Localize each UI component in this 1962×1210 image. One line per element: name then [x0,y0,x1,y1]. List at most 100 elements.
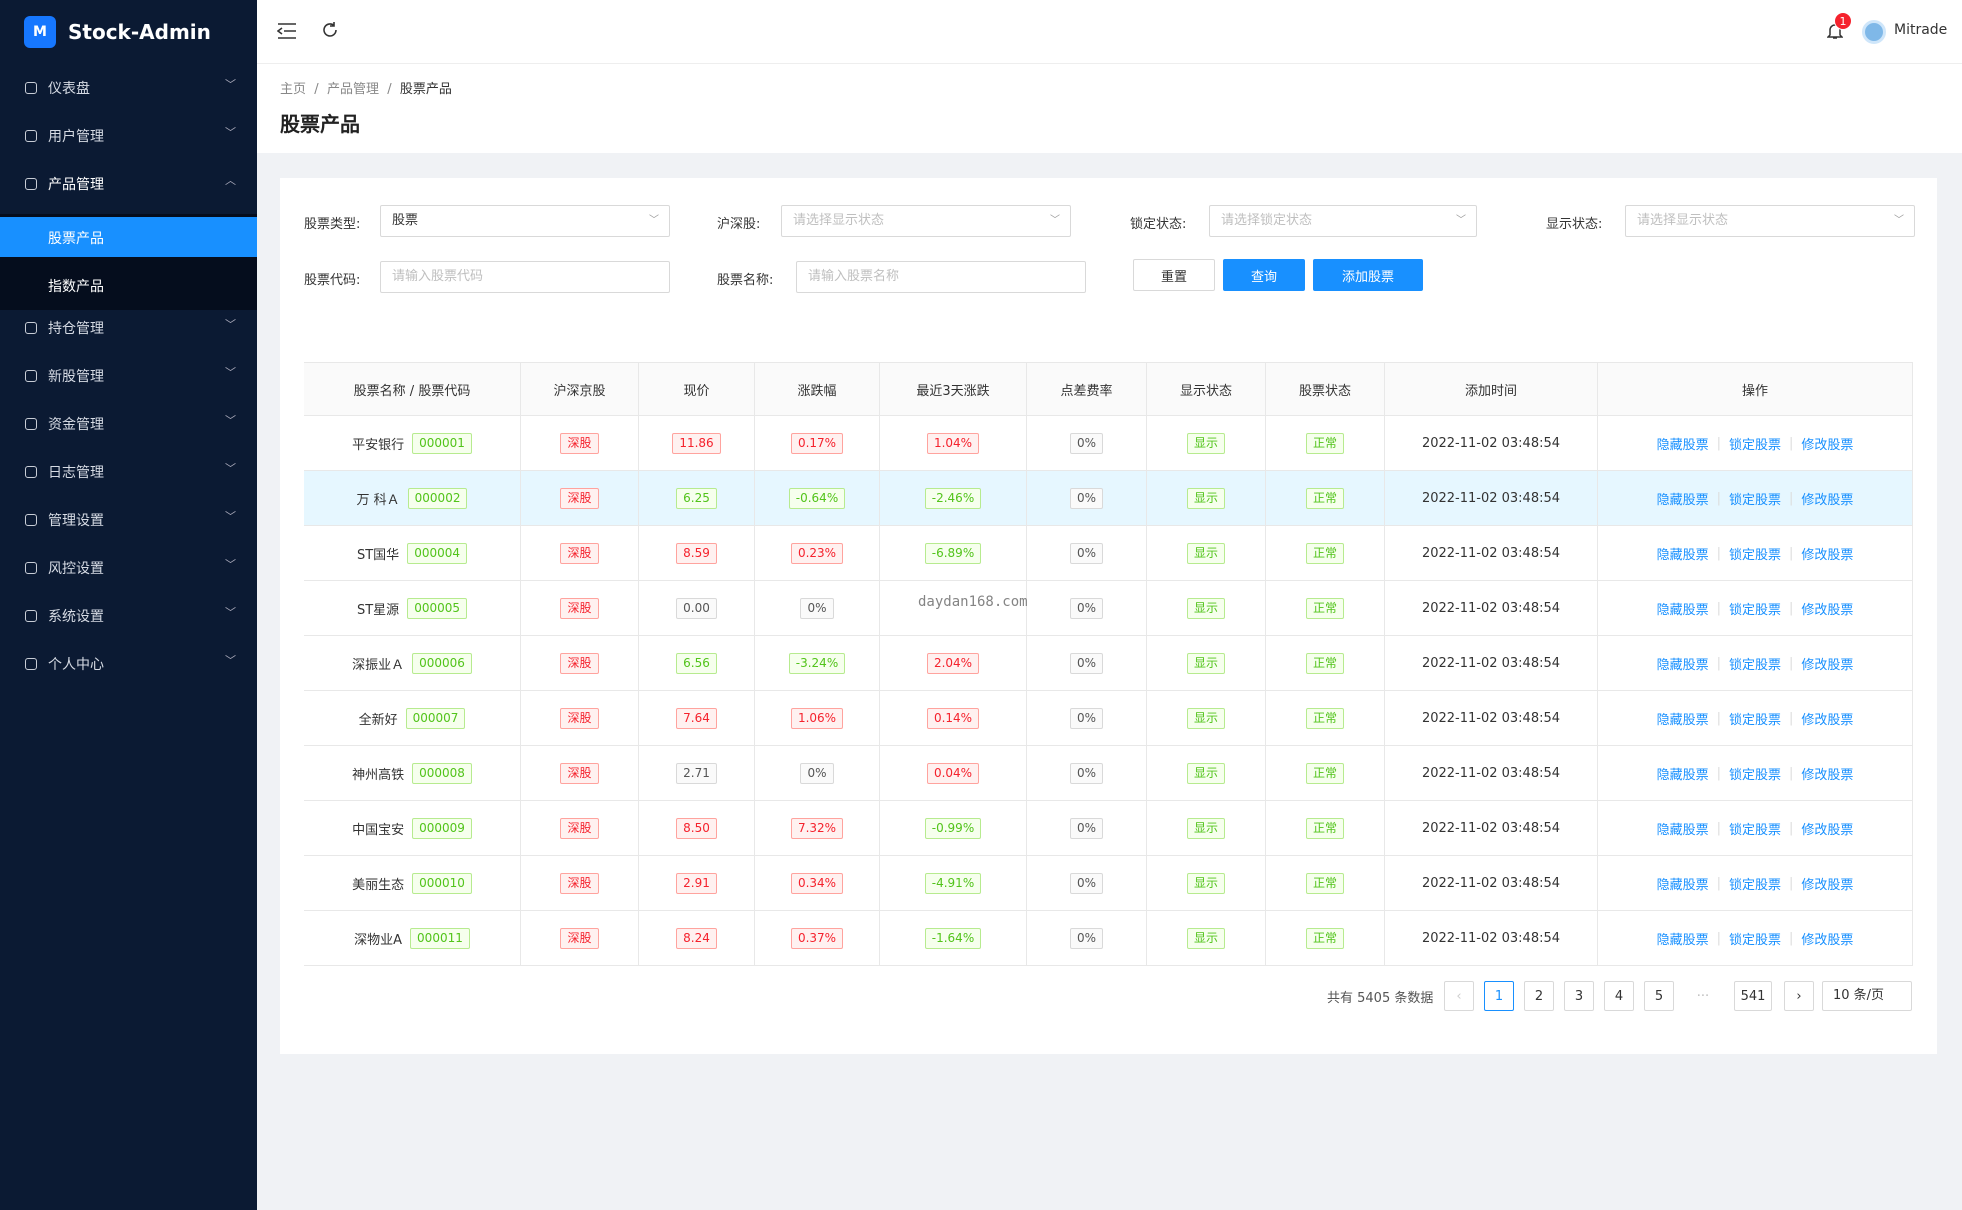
menu-arrow: ﹀ [225,78,236,91]
column-header: 操作 [1598,363,1913,416]
collapse-icon[interactable] [277,22,297,40]
action-link[interactable]: 修改股票 [1801,822,1854,838]
input-placeholder: 请选择显示状态 [793,213,885,228]
page-label: ··· [1696,988,1710,1004]
action-link[interactable]: 修改股票 [1801,547,1854,563]
action-link[interactable]: 锁定股票 [1728,602,1781,618]
avatar[interactable] [1862,20,1886,44]
action-link[interactable]: 隐藏股票 [1656,822,1709,838]
action-link[interactable]: 隐藏股票 [1656,657,1709,673]
action-link[interactable]: 隐藏股票 [1656,547,1709,563]
sidebar: M Stock-Admin 仪表盘 ﹀ 用户管理 ﹀ 产品管理 ︿ 股票产品 指数产品 持仓管理… [0,0,257,1210]
tag: 0% [1069,817,1104,839]
cell: 0% [755,746,880,801]
next-page[interactable]: › [1784,981,1814,1011]
action-link[interactable]: 锁定股票 [1728,712,1781,728]
page-size[interactable]: 10 条/页 [1822,981,1912,1011]
filter-input[interactable]: 请选择显示状态 ﹀ [781,205,1071,237]
submenu-item[interactable]: 指数产品 [48,279,104,295]
filter-input[interactable]: 请输入股票名称 [796,261,1086,293]
breadcrumb-item[interactable]: 主页 [280,82,307,97]
menu-item[interactable]: 资金管理 [48,417,104,433]
badge: 1 [1834,12,1852,30]
cell: 全新好 000007 [304,691,521,746]
tag: 0% [800,597,834,619]
tag: 000006 [412,652,472,674]
action-link[interactable]: 修改股票 [1801,932,1854,948]
menu-item[interactable]: 用户管理 [48,129,104,145]
tag: 0.17% [790,432,844,454]
filter-input[interactable]: 请输入股票代码 [380,261,670,293]
filter-input[interactable]: 股票 ﹀ [380,205,670,237]
page-button[interactable]: 2 [1524,981,1554,1011]
button[interactable]: 查询 [1223,259,1305,291]
cell: 深股 [521,416,639,471]
tag: 000010 [412,872,472,894]
prev-page[interactable]: ‹ [1444,981,1474,1011]
tag: 深股 [560,542,599,564]
action-link[interactable]: 锁定股票 [1728,437,1781,453]
cell: ST星源 000005 [304,581,521,636]
tag: 0.37% [790,927,844,949]
action-link[interactable]: 修改股票 [1801,767,1854,783]
button[interactable]: 添加股票 [1313,259,1423,291]
cell: 7.64 [639,691,755,746]
page-button[interactable]: 5 [1644,981,1674,1011]
cell: 8.24 [639,911,755,966]
action-link[interactable]: 锁定股票 [1728,822,1781,838]
column-header: 显示状态 [1147,363,1266,416]
add-time: 2022-11-02 03:48:54 [1421,490,1561,506]
add-time: 2022-11-02 03:48:54 [1421,930,1561,946]
tag: 深股 [560,817,599,839]
cell: 美丽生态 000010 [304,856,521,911]
tag: 2.71 [676,762,717,784]
action-link[interactable]: 锁定股票 [1728,657,1781,673]
tag: 显示 [1186,432,1225,454]
page-button[interactable]: 3 [1564,981,1594,1011]
action-link[interactable]: 锁定股票 [1728,877,1781,893]
menu-item[interactable]: 产品管理 [48,177,104,193]
page-button[interactable]: 4 [1604,981,1634,1011]
action-link[interactable]: 隐藏股票 [1656,932,1709,948]
button[interactable]: 重置 [1133,259,1215,291]
tag: 0% [1069,597,1104,619]
menu-item[interactable]: 持仓管理 [48,321,104,337]
action-link[interactable]: 锁定股票 [1728,547,1781,563]
tag: 显示 [1186,872,1225,894]
action-link[interactable]: 修改股票 [1801,602,1854,618]
menu-item[interactable]: 新股管理 [48,369,104,385]
action-link[interactable]: 隐藏股票 [1656,767,1709,783]
action-link[interactable]: 隐藏股票 [1656,877,1709,893]
menu-item[interactable]: 管理设置 [48,513,104,529]
filter-input[interactable]: 请选择锁定状态 ﹀ [1209,205,1477,237]
menu-arrow: ﹀ [225,654,236,667]
menu-item[interactable]: 日志管理 [48,465,104,481]
action-link[interactable]: 隐藏股票 [1656,712,1709,728]
action-link[interactable]: 修改股票 [1801,657,1854,673]
menu-item[interactable]: 仪表盘 [48,81,90,97]
menu-item[interactable]: 个人中心 [48,657,104,673]
page-button[interactable]: 1 [1484,981,1514,1011]
action-link[interactable]: 锁定股票 [1728,767,1781,783]
tag: -0.64% [788,487,846,509]
filter-input[interactable]: 请选择显示状态 ﹀ [1625,205,1915,237]
action-link[interactable]: 锁定股票 [1728,932,1781,948]
action-link[interactable]: 修改股票 [1801,492,1854,508]
action-link[interactable]: 修改股票 [1801,437,1854,453]
user-name[interactable]: Mitrade [1894,22,1948,38]
action-link[interactable]: 隐藏股票 [1656,602,1709,618]
menu-icon [25,130,37,142]
page-button[interactable]: 541 [1734,981,1772,1011]
breadcrumb-item[interactable]: 产品管理 [326,82,379,97]
action-link[interactable]: 修改股票 [1801,877,1854,893]
action-link[interactable]: 锁定股票 [1728,492,1781,508]
submenu-item[interactable]: 股票产品 [48,231,104,247]
menu-item[interactable]: 系统设置 [48,609,104,625]
stock-name: 万 科Ａ [356,492,400,508]
refresh-icon[interactable] [321,21,339,39]
action-link[interactable]: 隐藏股票 [1656,437,1709,453]
menu-item[interactable]: 风控设置 [48,561,104,577]
filter-label: 显示状态: [1546,217,1603,232]
action-link[interactable]: 隐藏股票 [1656,492,1709,508]
action-link[interactable]: 修改股票 [1801,712,1854,728]
